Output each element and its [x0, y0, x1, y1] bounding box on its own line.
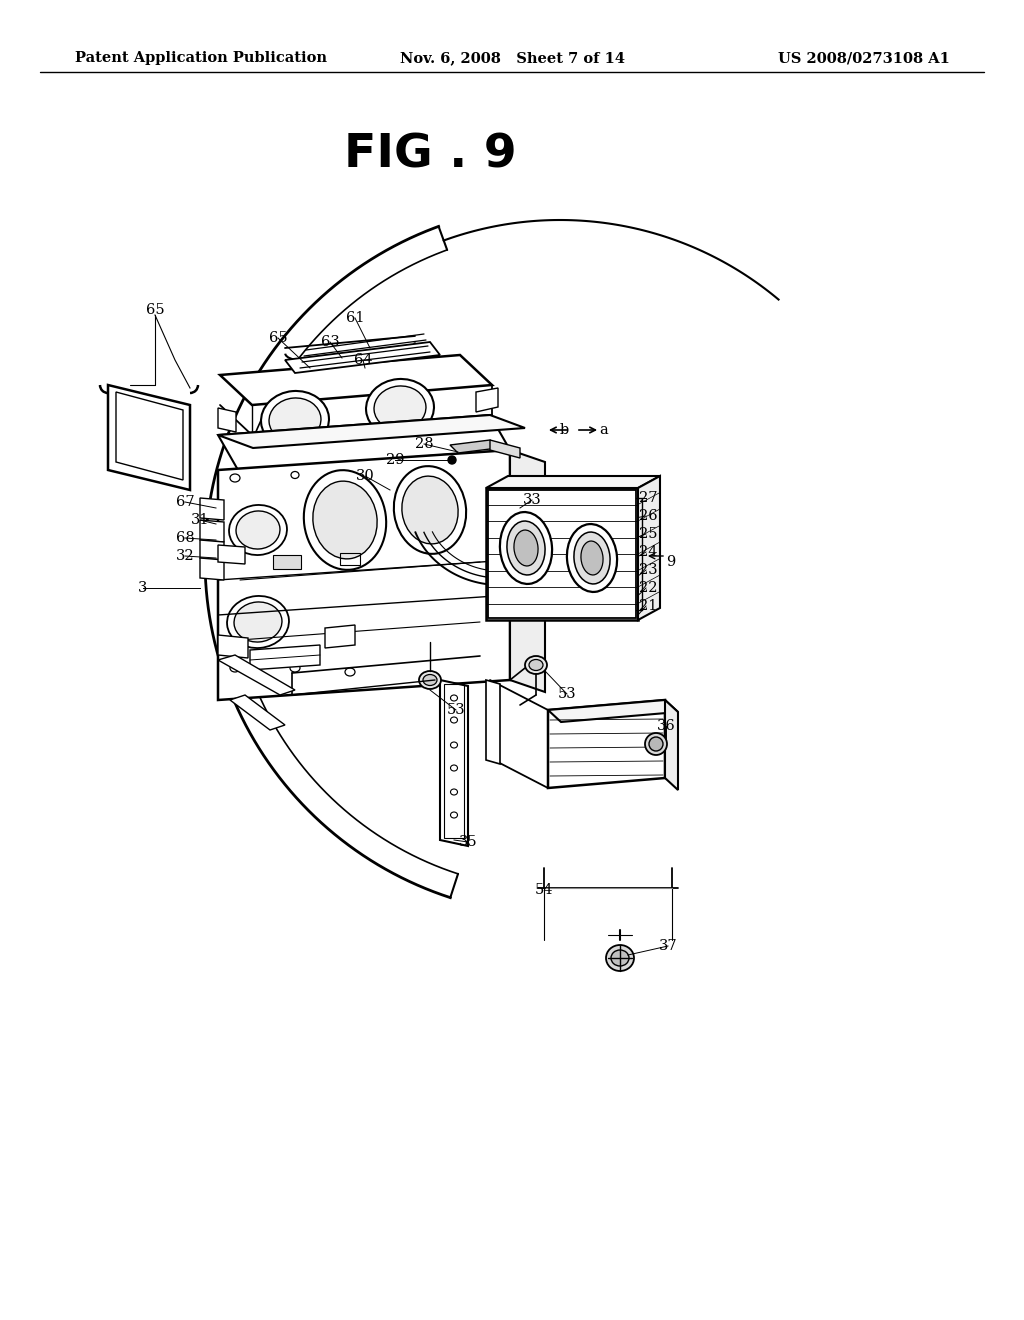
Ellipse shape	[227, 595, 289, 648]
Text: 63: 63	[321, 335, 339, 348]
Ellipse shape	[525, 656, 547, 675]
Ellipse shape	[573, 532, 610, 583]
Ellipse shape	[645, 733, 667, 755]
Polygon shape	[440, 680, 468, 846]
Text: 61: 61	[346, 312, 365, 325]
Text: Patent Application Publication: Patent Application Publication	[75, 51, 327, 65]
Polygon shape	[490, 440, 520, 458]
Ellipse shape	[304, 470, 386, 570]
Polygon shape	[218, 450, 510, 700]
Ellipse shape	[529, 660, 543, 671]
Polygon shape	[218, 408, 236, 432]
Text: 68: 68	[176, 531, 195, 545]
Ellipse shape	[423, 675, 437, 685]
Text: 28: 28	[415, 437, 433, 451]
Text: a: a	[600, 422, 608, 437]
Polygon shape	[548, 700, 678, 722]
Text: 31: 31	[190, 513, 209, 527]
Polygon shape	[220, 355, 492, 405]
Ellipse shape	[229, 506, 287, 554]
Ellipse shape	[313, 480, 377, 558]
Polygon shape	[218, 414, 510, 470]
Text: 21: 21	[639, 599, 657, 612]
Text: 67: 67	[176, 495, 195, 510]
Polygon shape	[218, 414, 525, 447]
Ellipse shape	[567, 524, 617, 591]
Polygon shape	[200, 498, 224, 520]
Polygon shape	[218, 655, 295, 696]
Text: 27: 27	[639, 491, 657, 506]
Polygon shape	[665, 700, 678, 789]
Polygon shape	[486, 680, 500, 764]
Polygon shape	[510, 450, 545, 692]
Polygon shape	[218, 545, 245, 564]
Polygon shape	[476, 388, 498, 412]
Ellipse shape	[401, 477, 458, 544]
Text: 53: 53	[446, 704, 465, 717]
Ellipse shape	[514, 531, 538, 566]
Ellipse shape	[234, 602, 282, 642]
Ellipse shape	[374, 385, 426, 430]
Polygon shape	[218, 635, 248, 657]
Bar	[273, 554, 301, 569]
Polygon shape	[108, 385, 190, 490]
Ellipse shape	[581, 541, 603, 576]
Text: FIG . 9: FIG . 9	[344, 132, 516, 177]
Ellipse shape	[269, 397, 321, 442]
Polygon shape	[325, 624, 355, 648]
Text: 37: 37	[658, 939, 677, 953]
Polygon shape	[200, 520, 224, 543]
Text: 26: 26	[639, 510, 657, 523]
Polygon shape	[486, 477, 660, 488]
Text: b: b	[559, 422, 568, 437]
Bar	[450, 453, 464, 467]
Text: 33: 33	[522, 492, 542, 507]
Text: 30: 30	[355, 469, 375, 483]
Polygon shape	[200, 558, 224, 579]
Bar	[340, 553, 360, 565]
Polygon shape	[540, 490, 553, 515]
Text: 65: 65	[268, 331, 288, 345]
Text: 64: 64	[353, 352, 373, 367]
Text: 9: 9	[667, 554, 676, 569]
Text: 3: 3	[138, 581, 147, 595]
Ellipse shape	[507, 521, 545, 576]
Ellipse shape	[366, 379, 434, 437]
Polygon shape	[116, 392, 183, 480]
Ellipse shape	[649, 737, 663, 751]
Text: 23: 23	[639, 564, 657, 577]
Text: 24: 24	[639, 545, 657, 558]
Text: 35: 35	[459, 836, 477, 849]
Text: 53: 53	[558, 686, 577, 701]
Ellipse shape	[500, 512, 552, 583]
Polygon shape	[250, 645, 319, 671]
Text: 29: 29	[386, 453, 404, 467]
Text: 25: 25	[639, 527, 657, 541]
Ellipse shape	[236, 511, 280, 549]
Ellipse shape	[419, 671, 441, 689]
Bar	[444, 684, 464, 838]
Polygon shape	[200, 540, 224, 560]
Bar	[486, 488, 638, 620]
Ellipse shape	[394, 466, 466, 554]
Text: 54: 54	[535, 883, 553, 898]
Polygon shape	[505, 492, 540, 520]
Ellipse shape	[261, 391, 329, 449]
Ellipse shape	[611, 950, 629, 966]
Text: US 2008/0273108 A1: US 2008/0273108 A1	[778, 51, 950, 65]
Text: Nov. 6, 2008   Sheet 7 of 14: Nov. 6, 2008 Sheet 7 of 14	[399, 51, 625, 65]
Polygon shape	[548, 700, 665, 788]
Polygon shape	[285, 342, 440, 374]
Ellipse shape	[449, 455, 456, 465]
Text: 32: 32	[176, 549, 195, 564]
Ellipse shape	[606, 945, 634, 972]
Text: 65: 65	[145, 304, 164, 317]
Polygon shape	[450, 440, 498, 453]
Text: 36: 36	[656, 719, 676, 733]
Polygon shape	[638, 477, 660, 620]
Polygon shape	[230, 696, 285, 730]
Text: 22: 22	[639, 581, 657, 595]
